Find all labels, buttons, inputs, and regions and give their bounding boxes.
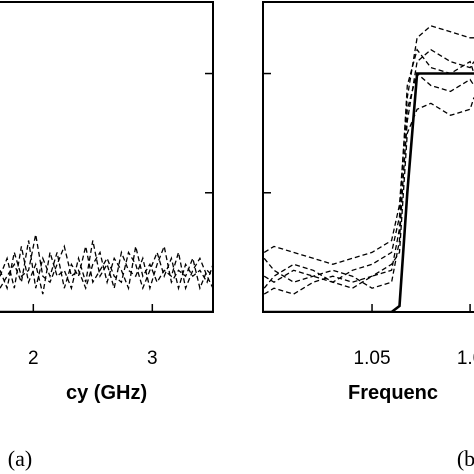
x-tick-label: 2	[28, 348, 39, 369]
frame	[262, 1, 474, 313]
data-line	[0, 240, 213, 295]
data-line	[264, 72, 474, 312]
data-line	[263, 48, 474, 289]
x-tick-label: 1.05	[354, 348, 391, 369]
frame	[0, 1, 214, 313]
data-line	[0, 240, 213, 291]
data-line	[263, 25, 474, 265]
x-axis-label: Frequenc	[348, 382, 438, 404]
caption: (a)	[8, 446, 32, 471]
x-tick-label: 1.0	[457, 348, 474, 369]
data-line	[263, 72, 474, 289]
x-axis-label: cy (GHz)	[66, 382, 147, 404]
x-tick-label: 3	[147, 348, 158, 369]
caption: (b	[457, 446, 474, 471]
data-line	[263, 97, 474, 295]
data-line	[0, 234, 213, 291]
data-line	[263, 48, 474, 289]
